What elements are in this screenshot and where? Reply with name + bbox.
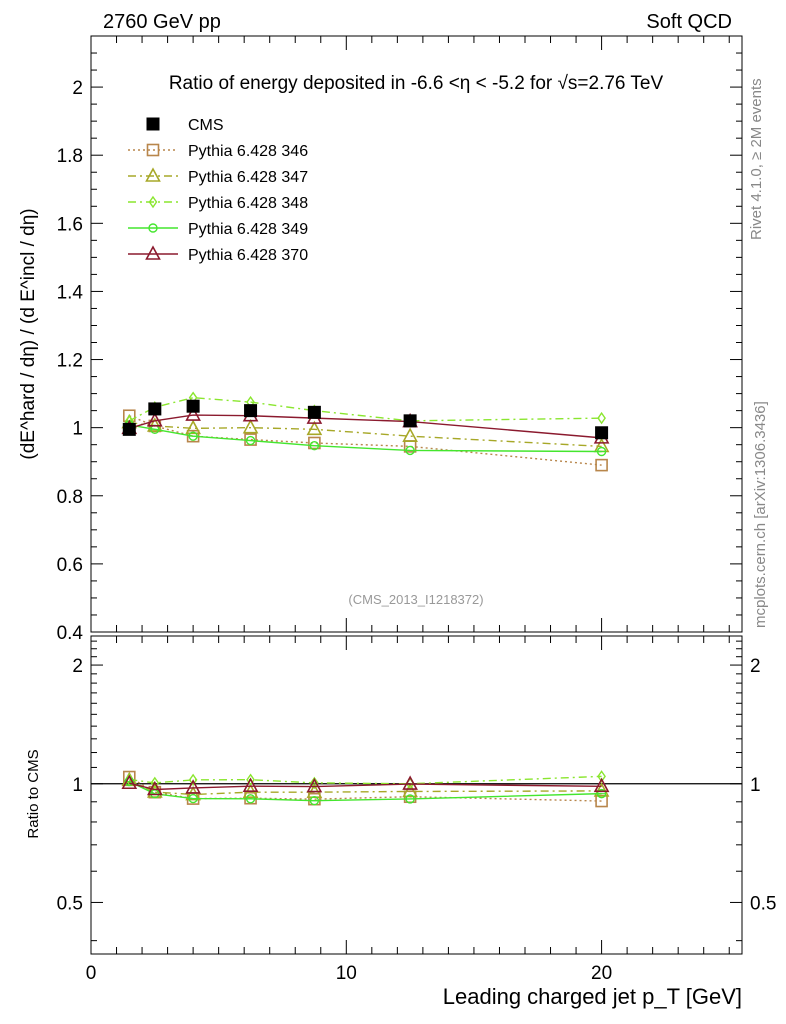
main-series-line [129, 415, 602, 466]
main-data-point [185, 406, 201, 421]
main-panel-frame [90, 35, 743, 633]
legend: CMS Pythia 6.428 346 Pythia 6.428 347 Pythi… [128, 117, 308, 264]
main-y-tick-label: 1 [72, 419, 83, 440]
ratio-series-layer [121, 770, 610, 808]
main-data-point [595, 458, 608, 472]
legend-label: Pythia 6.428 347 [188, 169, 308, 186]
main-y-tick-label: 0.6 [57, 555, 83, 576]
ratio-data-point [188, 773, 198, 787]
legend-item: Pythia 6.428 347 [128, 167, 308, 186]
legend-item: CMS [146, 117, 224, 134]
main-series-layer [121, 391, 610, 472]
main-data-point [595, 426, 609, 440]
main-x-ticks [90, 36, 730, 632]
main-data-point [186, 399, 200, 413]
chart-title: Ratio of energy deposited in -6.6 <η < -… [169, 73, 664, 94]
legend-label: Pythia 6.428 370 [188, 247, 308, 264]
main-data-point [306, 420, 323, 436]
main-y-tick-label: 1.8 [57, 146, 83, 167]
ratio-data-point [402, 775, 418, 790]
ratio-data-point [242, 777, 259, 792]
ratio-y-tick-label-right: 0.5 [750, 893, 776, 914]
x-tick-label: 10 [336, 963, 357, 984]
legend-label: Pythia 6.428 349 [188, 221, 308, 238]
ratio-y-tick-label: 1 [72, 775, 83, 796]
main-data-point [122, 422, 136, 436]
main-data-point [148, 402, 162, 416]
main-data-point [593, 437, 610, 453]
main-y-tick-label: 1.2 [57, 351, 83, 372]
legend-label: Pythia 6.428 346 [188, 143, 308, 160]
main-series-line [129, 421, 602, 448]
ratio-y-tick-label-right: 2 [750, 656, 761, 677]
ratio-data-point [310, 776, 319, 790]
header-left: 2760 GeV pp [103, 11, 221, 33]
ratio-data-point [246, 773, 255, 786]
header-right: Soft QCD [646, 11, 732, 33]
ratio-y-tick-label: 2 [72, 656, 83, 677]
main-data-point [307, 405, 321, 419]
legend-marker [146, 143, 160, 157]
main-data-point [597, 411, 606, 425]
main-data-point [244, 404, 258, 418]
main-y-tick-label: 0.8 [57, 487, 83, 508]
x-axis-label: Leading charged jet p_T [GeV] [443, 984, 742, 1009]
ratio-pythia-6-428-370 [121, 774, 610, 796]
ratio-y-tick-label: 0.5 [57, 893, 83, 914]
analysis-tag: (CMS_2013_I1218372) [348, 592, 483, 607]
main-y-axis: 0.4 0.6 0.8 1 1.2 1.4 1.6 1.8 2 [57, 35, 742, 644]
main-series-line [128, 396, 602, 422]
rivet-label: Rivet 4.1.0, ≥ 2M events [748, 78, 765, 240]
legend-marker [145, 245, 161, 260]
ratio-series-line [129, 782, 602, 791]
main-data-point [146, 412, 163, 427]
legend-label: Pythia 6.428 348 [188, 195, 308, 212]
ratio-series-line [128, 776, 602, 802]
ratio-data-point [306, 777, 323, 793]
main-y-tick-label: 0.4 [57, 623, 84, 644]
legend-marker [148, 195, 158, 209]
main-y-tick-label: 1.4 [57, 282, 84, 303]
ratio-series-line [129, 775, 602, 785]
main-cms [122, 399, 609, 440]
main-data-point [185, 419, 201, 435]
legend-item: Pythia 6.428 349 [128, 221, 308, 238]
ratio-data-point [185, 779, 201, 794]
legend-label: CMS [188, 117, 224, 134]
ratio-data-point [593, 782, 610, 797]
main-data-point [242, 418, 259, 434]
ratio-data-point [150, 776, 160, 790]
main-data-point [146, 417, 163, 432]
legend-item: Pythia 6.428 348 [128, 195, 308, 212]
ratio-data-point [146, 780, 163, 796]
x-tick-label: 20 [591, 963, 612, 984]
ratio-data-point [593, 777, 610, 793]
main-data-point [403, 414, 417, 428]
ratio-data-point [122, 770, 136, 784]
ratio-data-point [402, 782, 418, 798]
main-data-point [402, 427, 418, 442]
main-y-tick-label: 1.6 [57, 214, 83, 235]
main-series-line [129, 424, 602, 453]
ratio-y-label: Ratio to CMS [25, 749, 42, 838]
main-y-label: (dE^hard / dη) / (d E^incl / dη) [18, 208, 39, 459]
ratio-x-axis: 0 10 20 [86, 636, 730, 984]
ratio-y-tick-label-right: 1 [750, 775, 761, 796]
mcplots-label: mcplots.cern.ch [arXiv:1306.3436] [752, 401, 769, 628]
main-pythia-6-428-349 [124, 420, 607, 457]
ratio-series-line [129, 779, 602, 796]
main-data-point [308, 436, 321, 450]
ratio-data-point [121, 774, 138, 790]
ratio-data-point [597, 770, 606, 783]
legend-item: Pythia 6.428 346 [128, 143, 308, 160]
legend-marker [146, 117, 160, 131]
legend-marker [145, 167, 161, 182]
legend-item: Pythia 6.428 370 [128, 245, 308, 264]
main-y-tick-label: 2 [72, 78, 83, 99]
main-series-line [129, 414, 602, 439]
ratio-panel-frame [90, 635, 743, 955]
x-tick-label: 0 [86, 963, 97, 984]
